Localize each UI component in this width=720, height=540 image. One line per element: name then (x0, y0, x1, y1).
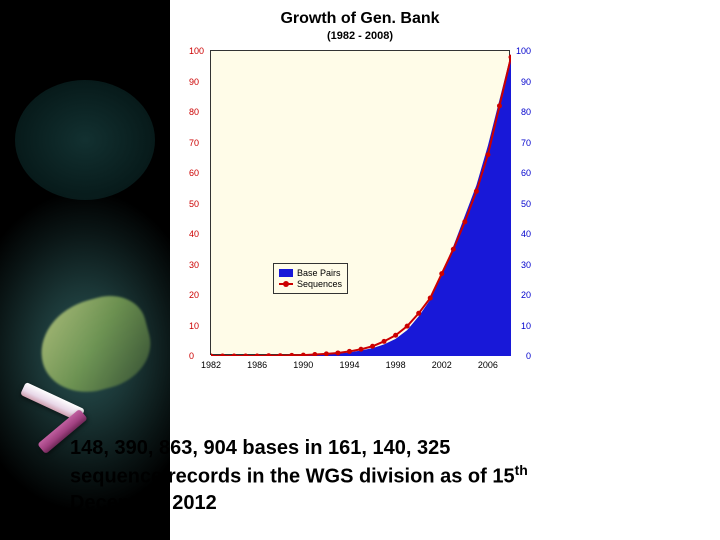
xtick: 1990 (293, 360, 313, 370)
xtick: 1982 (201, 360, 221, 370)
sequence-marker (335, 350, 340, 355)
ytick-left: 50 (189, 199, 199, 209)
sequence-marker (382, 339, 387, 344)
genbank-growth-chart: Growth of Gen. Bank (1982 - 2008) Sequen… (160, 10, 560, 355)
xtick: 1998 (386, 360, 406, 370)
ytick-right: 60 (521, 168, 531, 178)
plot-area: Base PairsSequences 00101020203030404050… (210, 50, 510, 355)
chart-subtitle: (1982 - 2008) (160, 30, 560, 42)
ytick-right: 0 (526, 351, 531, 361)
ytick-right: 70 (521, 138, 531, 148)
ytick-left: 30 (189, 260, 199, 270)
sequence-marker (312, 352, 317, 356)
legend-swatch (279, 269, 293, 277)
sequence-marker (474, 189, 479, 194)
sequence-marker (232, 354, 237, 357)
legend-line-marker (279, 283, 293, 285)
sequence-marker (243, 354, 248, 357)
caption-bases-count: 148, 390, 863, 904 (70, 437, 242, 459)
sequence-marker (301, 353, 306, 356)
xtick: 1986 (247, 360, 267, 370)
chart-title: Growth of Gen. Bank (160, 10, 560, 28)
legend-label: Base Pairs (297, 268, 341, 278)
ytick-left: 90 (189, 77, 199, 87)
ytick-right: 50 (521, 199, 531, 209)
caption-line3: December 2012 (70, 492, 217, 514)
caption-ordinal: th (515, 462, 528, 478)
ytick-left: 70 (189, 138, 199, 148)
ytick-left: 0 (189, 351, 194, 361)
caption-line2: sequence records in the WGS division as … (70, 466, 515, 488)
ytick-right: 10 (521, 321, 531, 331)
ytick-right: 20 (521, 290, 531, 300)
sequence-marker (324, 351, 329, 356)
sequence-marker (451, 247, 456, 252)
sequence-marker (497, 103, 502, 108)
ytick-right: 90 (521, 77, 531, 87)
ytick-left: 60 (189, 168, 199, 178)
chart-svg (211, 51, 511, 356)
legend-label: Sequences (297, 279, 342, 289)
ytick-left: 100 (189, 46, 204, 56)
sequence-marker (428, 296, 433, 301)
sequence-marker (255, 354, 260, 357)
base-pairs-area (211, 54, 511, 356)
ytick-left: 80 (189, 107, 199, 117)
chart-legend: Base PairsSequences (273, 263, 348, 294)
ytick-right: 30 (521, 260, 531, 270)
sequence-marker (211, 354, 214, 357)
sequence-marker (266, 353, 271, 356)
caption-text-a: bases in (242, 437, 328, 459)
sequence-marker (509, 55, 512, 60)
ytick-right: 100 (516, 46, 531, 56)
sequence-marker (278, 353, 283, 356)
caption-seq-count: 161, 140, 325 (328, 437, 450, 459)
sequence-marker (405, 324, 410, 329)
sequence-marker (416, 311, 421, 316)
sequence-marker (462, 219, 467, 224)
sequence-marker (370, 344, 375, 349)
ytick-left: 20 (189, 290, 199, 300)
ytick-left: 10 (189, 321, 199, 331)
caption-text: 148, 390, 863, 904 bases in 161, 140, 32… (70, 435, 670, 516)
ytick-right: 80 (521, 107, 531, 117)
sequence-marker (359, 347, 364, 352)
sequence-marker (485, 152, 490, 157)
sequence-marker (347, 349, 352, 354)
ytick-left: 40 (189, 229, 199, 239)
legend-row: Sequences (279, 279, 342, 289)
xtick: 2002 (432, 360, 452, 370)
sequence-marker (393, 333, 398, 338)
sequence-marker (289, 353, 294, 356)
xtick: 1994 (339, 360, 359, 370)
sequence-marker (439, 271, 444, 276)
legend-row: Base Pairs (279, 268, 342, 278)
sequence-marker (220, 354, 225, 357)
ytick-right: 40 (521, 229, 531, 239)
xtick: 2006 (478, 360, 498, 370)
